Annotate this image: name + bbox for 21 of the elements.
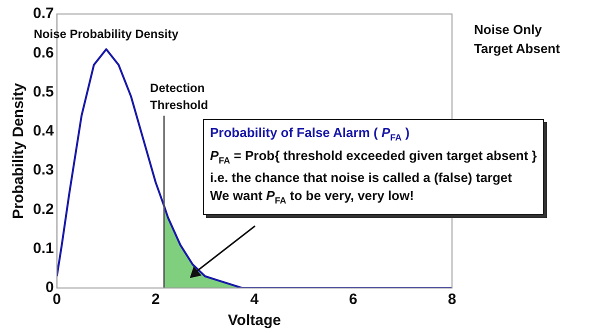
x-axis-title: Voltage <box>228 312 281 330</box>
x-tick-label: 4 <box>250 291 260 308</box>
y-tick-label: 0.5 <box>32 83 54 100</box>
annotation: Probability of False Alarm ( P$_{FA}$ ) <box>210 124 411 145</box>
annotation: i.e. the chance that noise is called a (false) target <box>210 169 513 188</box>
text: Noise Only Target Absent <box>474 21 560 58</box>
ref-line-label: Detection Threshold <box>150 80 208 114</box>
y-tick-label: 0.6 <box>32 44 54 62</box>
y-tick-label: 0.4 <box>32 122 54 140</box>
x-tick-label: 2 <box>151 291 160 308</box>
annotation: P$_{FA}$ = Prob{ threshold exceeded given target absent } <box>210 146 537 168</box>
y-tick-label: 0 <box>46 279 54 296</box>
annotation: We want P$_{FA}$ to be very, very low! <box>210 187 415 208</box>
y-tick-label: 0.1 <box>32 240 54 257</box>
annotation: Noise Probability Density <box>34 27 178 42</box>
y-tick-label: 0.2 <box>32 200 54 218</box>
x-tick-label: 8 <box>448 291 456 308</box>
x-tick-label: 6 <box>349 291 358 308</box>
y-tick-label: 0.7 <box>32 5 54 22</box>
y-axis-title: Probability Density <box>10 82 28 219</box>
y-tick-label: 0.3 <box>32 162 54 179</box>
